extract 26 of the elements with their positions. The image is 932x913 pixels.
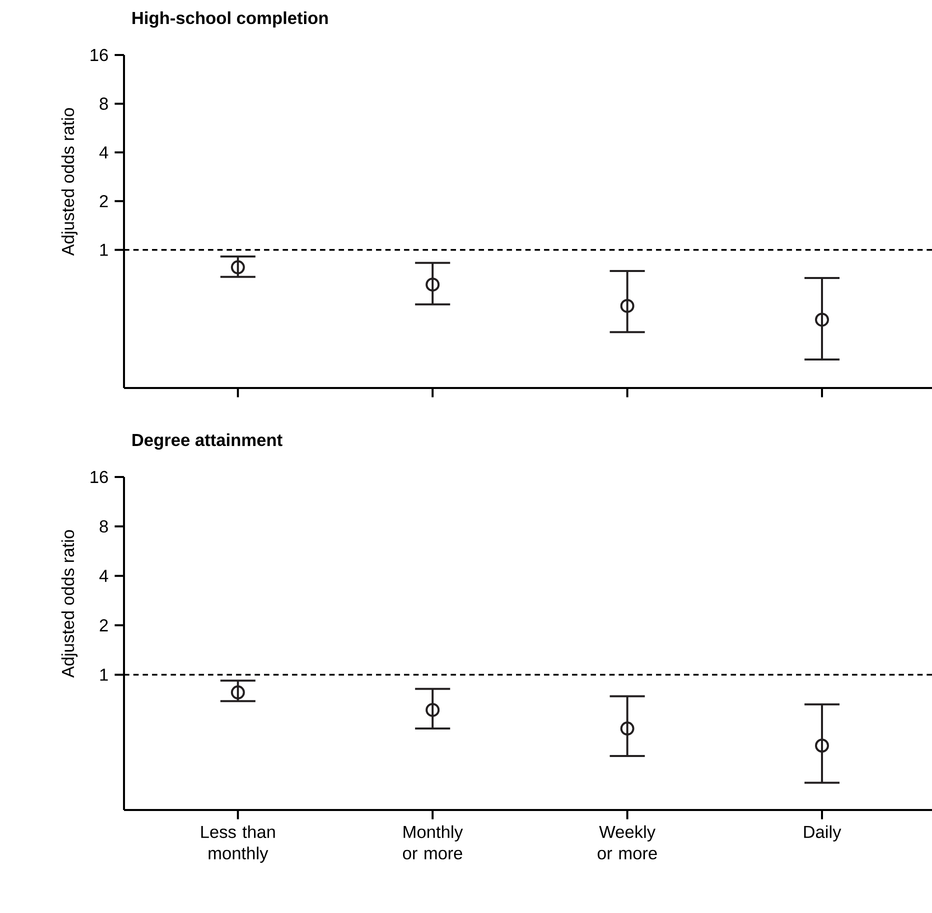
chart-title: High-school completion <box>132 11 328 28</box>
point <box>230 260 245 274</box>
y-tick-label: 4 <box>99 146 108 158</box>
y-axis-title: Adjusted odds ratio <box>61 108 78 256</box>
point <box>426 702 440 717</box>
point <box>426 278 440 292</box>
point <box>230 685 245 700</box>
y-tick-label: 2 <box>100 195 108 208</box>
x-tick-label: Daily <box>804 825 842 842</box>
x-tick-label: Weekly or more <box>598 825 657 860</box>
y-tick-label: 8 <box>100 98 108 110</box>
y-tick-label: 2 <box>100 619 108 632</box>
y-tick-label: 8 <box>100 520 108 533</box>
x-tick-label: Less than monthly <box>201 825 275 863</box>
y-tick-label: 16 <box>90 48 108 62</box>
y-tick-label: 4 <box>99 570 108 582</box>
point <box>814 738 829 753</box>
x-tick-label: Monthly or more <box>402 825 463 860</box>
point <box>620 722 634 736</box>
y-axis-title: Adjusted odds ratio <box>61 530 78 678</box>
point <box>620 298 634 313</box>
chart-title: Degree attainment <box>132 433 282 450</box>
y-tick-label: 1 <box>100 668 108 681</box>
y-tick-label: 16 <box>90 470 108 484</box>
point <box>814 312 829 327</box>
y-tick-label: 1 <box>100 244 108 256</box>
